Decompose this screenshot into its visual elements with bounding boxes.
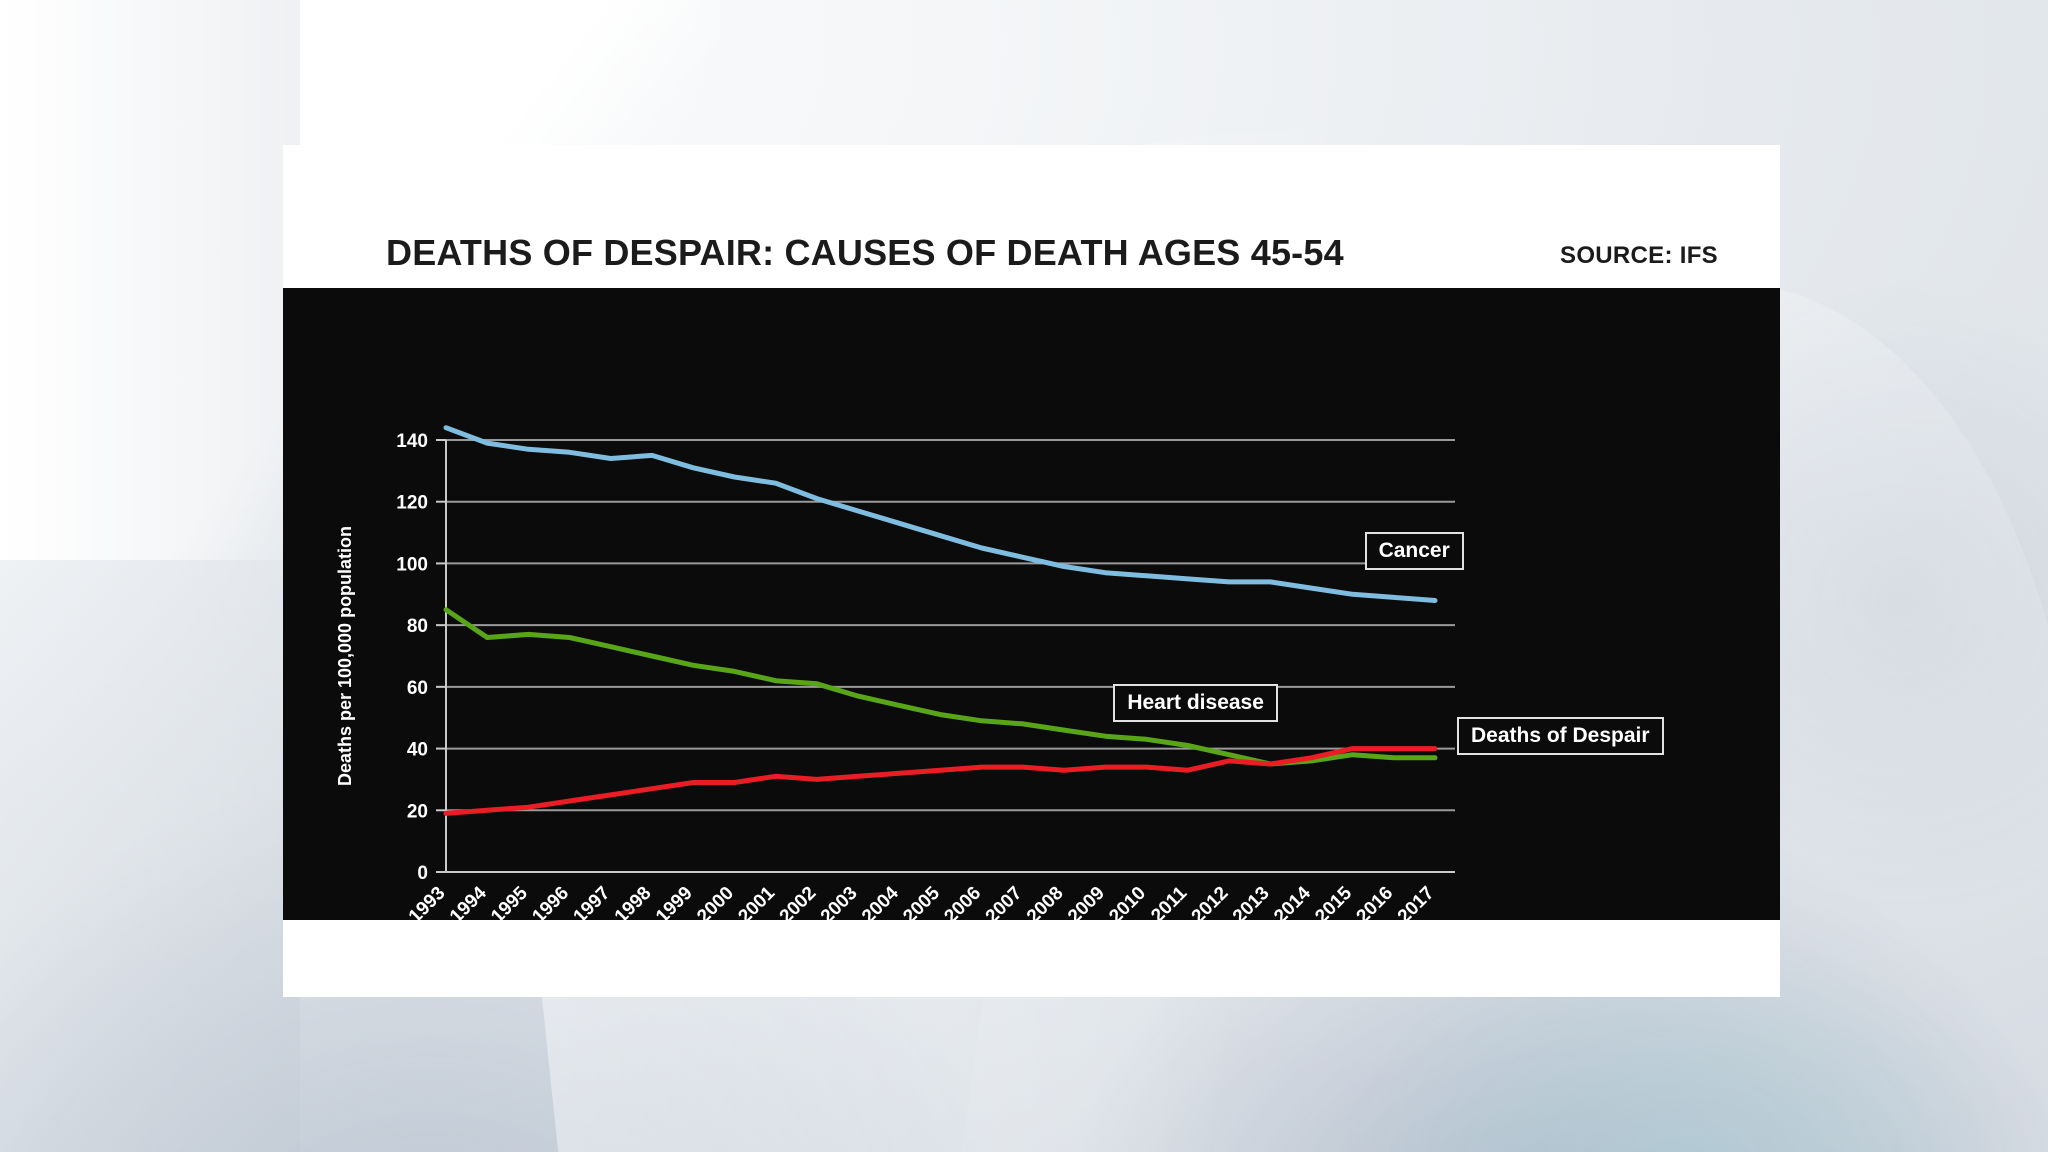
x-tick-label: 2017	[1394, 883, 1439, 920]
series-line-cancer	[443, 425, 1438, 603]
x-tick-label: 2009	[1064, 883, 1109, 920]
y-axis-title: Deaths per 100,000 population	[335, 526, 355, 786]
chart-footer	[283, 920, 1780, 997]
x-tick-label: 2000	[693, 883, 738, 920]
x-tick-label: 1993	[405, 883, 450, 920]
x-tick-label: 2003	[817, 883, 862, 920]
x-tick-label: 2012	[1188, 883, 1233, 920]
y-axis-ticks: 0 20 40 60 80 100 120 140	[396, 431, 428, 884]
x-tick-label: 2004	[858, 882, 903, 920]
x-tick-label: 2002	[776, 883, 821, 920]
y-tick-label: 40	[407, 740, 428, 761]
x-tick-label: 2005	[899, 882, 944, 920]
x-tick-label: 2010	[1105, 883, 1150, 920]
y-tick-label: 120	[396, 493, 428, 514]
x-tick-label: 1996	[528, 883, 573, 920]
chart-card: DEATHS OF DESPAIR: CAUSES OF DEATH AGES …	[283, 145, 1780, 997]
y-tick-label: 100	[396, 554, 428, 575]
x-tick-label: 2008	[1023, 883, 1068, 920]
y-tick-label: 60	[407, 678, 428, 699]
data-series	[443, 425, 1438, 816]
x-tick-label: 1998	[611, 883, 656, 920]
x-axis-ticks: 1993199419951996199719981999200020012002…	[405, 882, 1439, 920]
chart-header: DEATHS OF DESPAIR: CAUSES OF DEATH AGES …	[283, 145, 1780, 288]
x-tick-label: 1994	[446, 882, 491, 920]
x-tick-label: 2011	[1147, 882, 1191, 920]
x-tick-label: 1997	[570, 883, 615, 920]
y-tick-label: 80	[407, 616, 428, 637]
y-tick-label: 20	[407, 801, 428, 822]
x-tick-label: 2006	[940, 883, 985, 920]
x-tick-label: 2016	[1353, 883, 1398, 920]
x-tick-label: 2007	[982, 883, 1027, 920]
series-label-heart-disease: Heart disease	[1113, 684, 1278, 723]
x-tick-label: 2013	[1229, 883, 1274, 920]
series-label-cancer: Cancer	[1364, 532, 1464, 571]
gridlines	[436, 439, 1455, 873]
y-tick-label: 0	[417, 863, 428, 884]
x-tick-label: 2015	[1311, 882, 1356, 920]
series-line-deaths-of-despair	[443, 746, 1438, 816]
page-title: DEATHS OF DESPAIR: CAUSES OF DEATH AGES …	[386, 232, 1344, 273]
series-label-deaths-of-despair: Deaths of Despair	[1457, 716, 1664, 755]
y-tick-label: 140	[396, 431, 428, 452]
x-tick-label: 2001	[734, 882, 779, 920]
chart-plot-panel: 0 20 40 60 80 100 120 140 1993 1994 1995 1996 1997 1…	[283, 288, 1780, 920]
x-tick-label: 1995	[487, 882, 532, 920]
axis-lines	[445, 440, 1455, 873]
x-tick-label: 2014	[1270, 882, 1315, 920]
x-tick-label: 1999	[652, 883, 697, 920]
source-label: SOURCE: IFS	[1560, 242, 1718, 269]
background-left-shade	[0, 0, 300, 1152]
